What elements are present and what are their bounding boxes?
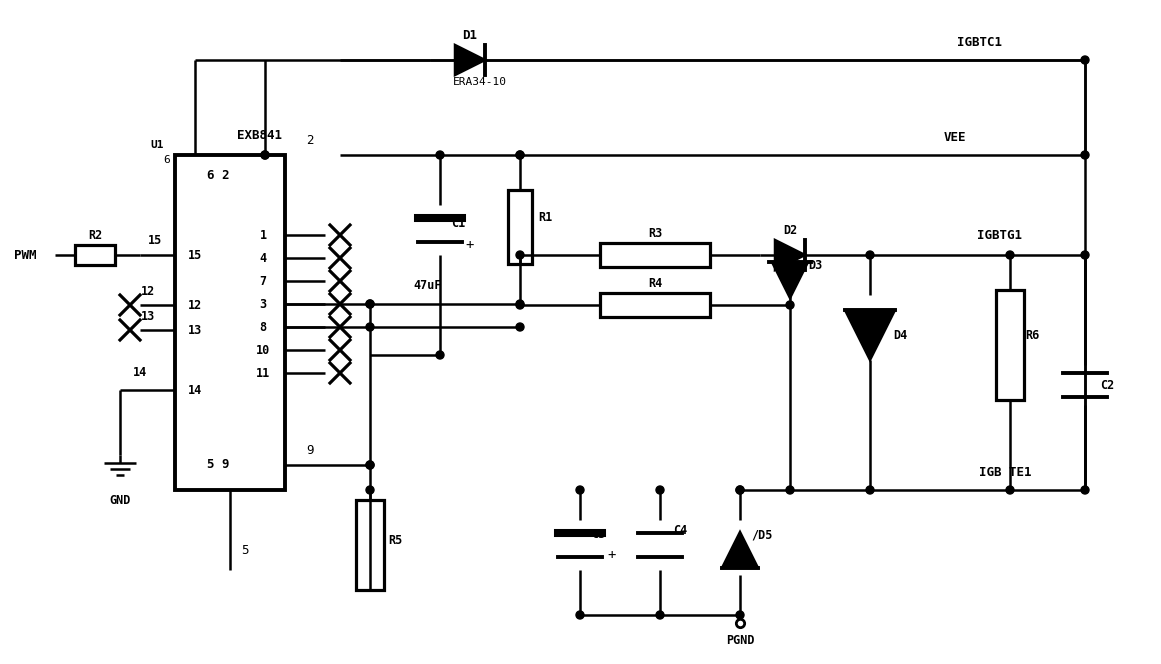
- Text: 47uF: 47uF: [413, 278, 442, 291]
- Bar: [75, 245, 115, 265]
- Circle shape: [866, 486, 874, 494]
- Text: 2: 2: [307, 133, 313, 147]
- Text: 4: 4: [259, 252, 267, 264]
- Text: 6 2: 6 2: [207, 169, 229, 181]
- Circle shape: [786, 251, 794, 259]
- Circle shape: [576, 486, 584, 494]
- Text: D3: D3: [808, 258, 822, 272]
- Text: 1: 1: [259, 228, 267, 242]
- Circle shape: [515, 251, 524, 259]
- Text: C4: C4: [673, 523, 687, 537]
- Circle shape: [366, 300, 374, 308]
- Circle shape: [736, 486, 744, 494]
- Bar: [509, 190, 532, 264]
- Text: D2: D2: [783, 224, 798, 236]
- Circle shape: [366, 323, 374, 331]
- Text: R1: R1: [538, 210, 553, 224]
- Text: D4: D4: [893, 329, 907, 341]
- Circle shape: [1081, 151, 1089, 159]
- Text: 14: 14: [188, 384, 202, 396]
- Polygon shape: [455, 45, 485, 75]
- Circle shape: [366, 486, 374, 494]
- Text: R2: R2: [88, 228, 102, 242]
- Circle shape: [515, 300, 524, 308]
- Circle shape: [576, 611, 584, 619]
- Text: VEE: VEE: [944, 131, 966, 143]
- Text: 5 9: 5 9: [207, 459, 229, 471]
- Circle shape: [1081, 251, 1089, 259]
- Circle shape: [1005, 486, 1014, 494]
- Text: R3: R3: [648, 226, 662, 240]
- Bar: [175, 155, 284, 490]
- Text: 5: 5: [241, 544, 248, 556]
- Text: IGB TE1: IGB TE1: [979, 465, 1031, 479]
- Circle shape: [1081, 486, 1089, 494]
- Text: R4: R4: [648, 276, 662, 290]
- Circle shape: [437, 151, 444, 159]
- Text: /D5: /D5: [751, 529, 773, 542]
- Bar: [356, 500, 384, 590]
- Circle shape: [736, 486, 744, 494]
- Bar: [600, 293, 711, 317]
- Text: EXB841: EXB841: [238, 129, 282, 141]
- Text: +: +: [466, 238, 474, 252]
- Text: PGND: PGND: [726, 633, 755, 647]
- Circle shape: [786, 486, 794, 494]
- Circle shape: [1005, 251, 1014, 259]
- Text: 11: 11: [255, 367, 271, 380]
- Polygon shape: [722, 532, 758, 568]
- Text: C2: C2: [1099, 378, 1115, 392]
- Text: R6: R6: [1025, 329, 1039, 341]
- Circle shape: [366, 461, 374, 469]
- Text: 14: 14: [132, 365, 147, 378]
- Text: 12: 12: [188, 299, 202, 311]
- Bar: [600, 243, 711, 267]
- Text: C1: C1: [450, 216, 466, 230]
- Polygon shape: [772, 262, 808, 298]
- Text: 9: 9: [307, 444, 313, 457]
- Text: 13: 13: [188, 323, 202, 337]
- Text: ERA34-10: ERA34-10: [453, 77, 507, 87]
- Circle shape: [736, 611, 744, 619]
- Circle shape: [515, 323, 524, 331]
- Polygon shape: [845, 310, 895, 360]
- Text: 6: 6: [164, 155, 171, 165]
- Text: R5: R5: [388, 533, 402, 546]
- Text: 15: 15: [147, 234, 163, 246]
- Circle shape: [261, 151, 269, 159]
- Text: D1: D1: [462, 29, 477, 42]
- Circle shape: [656, 611, 664, 619]
- Circle shape: [515, 151, 524, 159]
- Circle shape: [261, 151, 269, 159]
- Text: C3: C3: [591, 529, 605, 542]
- Circle shape: [656, 486, 664, 494]
- Circle shape: [1081, 56, 1089, 64]
- Text: 8: 8: [259, 321, 267, 333]
- Text: U1: U1: [150, 140, 164, 150]
- Circle shape: [866, 251, 874, 259]
- Circle shape: [437, 351, 444, 359]
- Text: 7: 7: [259, 274, 267, 288]
- Text: PWM: PWM: [14, 248, 36, 262]
- Bar: [996, 290, 1024, 400]
- Circle shape: [515, 301, 524, 309]
- Text: 3: 3: [259, 297, 267, 311]
- Polygon shape: [776, 240, 805, 270]
- Circle shape: [366, 300, 374, 308]
- Text: IGBTC1: IGBTC1: [958, 35, 1002, 48]
- Text: 13: 13: [140, 309, 156, 323]
- Text: GND: GND: [109, 493, 131, 507]
- Text: 15: 15: [188, 248, 202, 262]
- Text: +: +: [608, 548, 616, 562]
- Text: 10: 10: [255, 343, 271, 357]
- Text: IGBTG1: IGBTG1: [978, 228, 1023, 242]
- Circle shape: [786, 301, 794, 309]
- Circle shape: [366, 461, 374, 469]
- Text: 12: 12: [140, 284, 156, 297]
- Circle shape: [515, 151, 524, 159]
